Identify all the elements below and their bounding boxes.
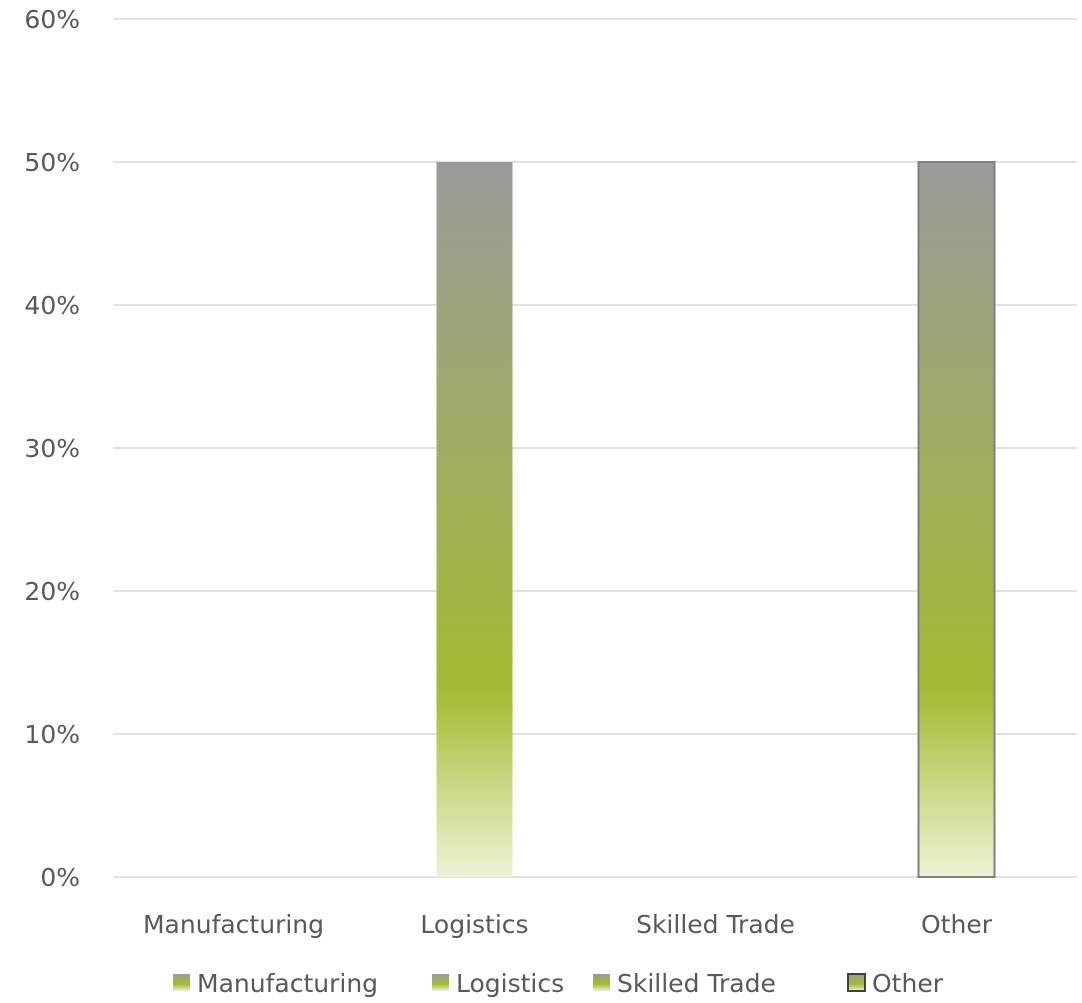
y-tick-label: 0% bbox=[40, 863, 80, 892]
legend-label: Logistics bbox=[456, 969, 564, 998]
legend-label: Manufacturing bbox=[197, 969, 378, 998]
x-axis-category-labels: Manufacturing Logistics Skilled Trade Other bbox=[143, 910, 993, 939]
y-axis-tick-labels: 0% 10% 20% 30% 40% 50% 60% bbox=[24, 5, 80, 892]
y-tick-label: 30% bbox=[24, 434, 80, 463]
x-tick-label: Manufacturing bbox=[143, 910, 324, 939]
legend-swatch-manufacturing bbox=[173, 974, 190, 991]
bar-logistics bbox=[436, 162, 513, 877]
y-tick-label: 50% bbox=[24, 148, 80, 177]
y-tick-label: 60% bbox=[24, 5, 80, 34]
legend-swatch-other bbox=[847, 973, 866, 992]
bars bbox=[436, 161, 996, 878]
legend-swatch-skilled-trade bbox=[593, 974, 610, 991]
y-tick-label: 40% bbox=[24, 291, 80, 320]
legend-label: Other bbox=[872, 969, 944, 998]
x-tick-label: Skilled Trade bbox=[636, 910, 795, 939]
gridlines bbox=[113, 18, 1077, 878]
x-tick-label: Other bbox=[921, 910, 993, 939]
x-tick-label: Logistics bbox=[420, 910, 528, 939]
legend: Manufacturing Logistics Skilled Trade Other bbox=[173, 969, 944, 998]
y-tick-label: 20% bbox=[24, 577, 80, 606]
bar-other bbox=[917, 161, 996, 878]
y-tick-label: 10% bbox=[24, 720, 80, 749]
legend-swatch-logistics bbox=[432, 974, 449, 991]
legend-label: Skilled Trade bbox=[617, 969, 776, 998]
